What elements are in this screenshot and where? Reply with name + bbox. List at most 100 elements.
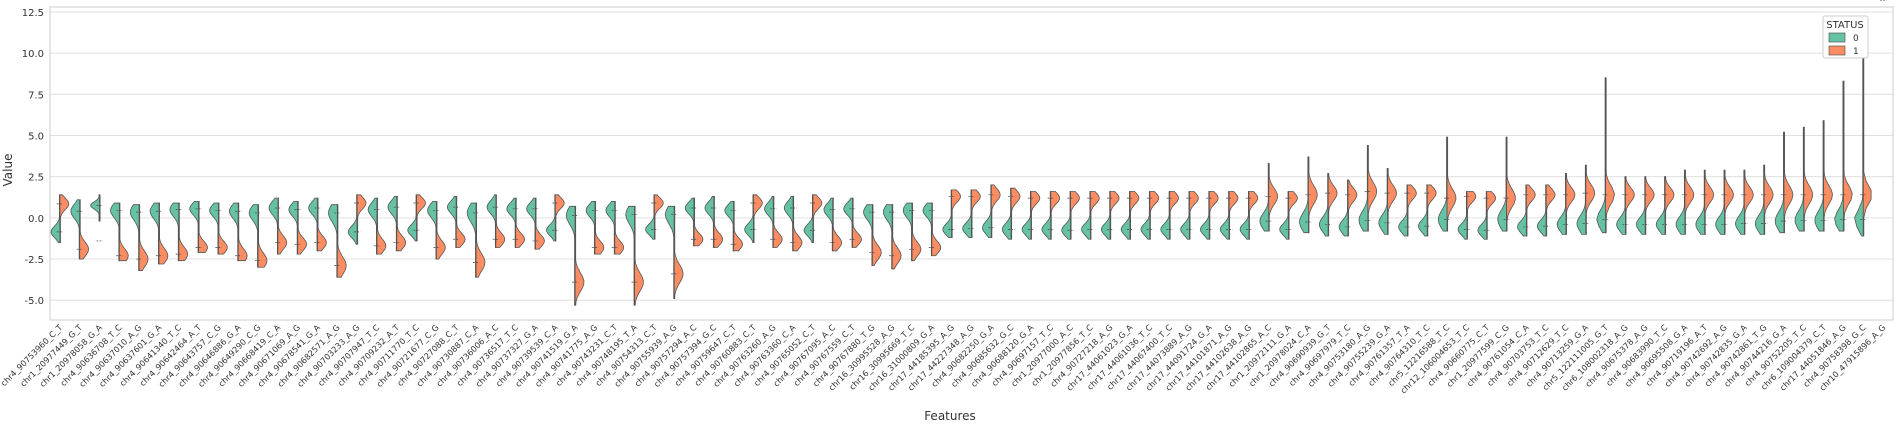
violin-half-status-0 xyxy=(1061,191,1071,240)
violin-half-status-1 xyxy=(158,202,169,265)
violin-half-status-0 xyxy=(546,194,556,242)
violin-half-status-1 xyxy=(1248,191,1259,240)
violin-half-status-1 xyxy=(832,197,843,252)
violin-half-status-0 xyxy=(803,194,814,243)
violin-half-status-0 xyxy=(1794,126,1805,232)
violin-half-status-1 xyxy=(1169,191,1179,240)
violin-half-status-0 xyxy=(645,194,655,240)
violin-half-status-0 xyxy=(1299,156,1309,234)
violin-half-status-1 xyxy=(1545,184,1556,237)
violin-half-status-0 xyxy=(1378,168,1389,235)
violin-half-status-0 xyxy=(1219,191,1230,240)
violin-half-status-1 xyxy=(971,189,981,239)
violin-half-status-0 xyxy=(704,196,715,248)
violin-half-status-1 xyxy=(634,205,644,306)
violin-half-status-0 xyxy=(982,184,992,239)
violin-half-status-0 xyxy=(1100,191,1111,240)
violin-half-status-1 xyxy=(872,204,882,267)
violin-half-status-1 xyxy=(554,194,565,242)
y-tick-label: 10.0 xyxy=(22,49,44,60)
violin-half-status-0 xyxy=(110,202,120,262)
violin-half-status-1 xyxy=(1090,191,1100,240)
violin-half-status-1 xyxy=(356,194,367,245)
violin-half-status-1 xyxy=(336,204,347,278)
violin-half-status-0 xyxy=(1715,169,1725,235)
violin-half-status-1 xyxy=(1525,184,1536,237)
violin-half-status-0 xyxy=(288,200,299,255)
violin-half-status-0 xyxy=(1160,191,1171,240)
violin-half-status-0 xyxy=(466,202,477,278)
violin-half-status-1 xyxy=(1010,187,1021,240)
violin-half-status-1 xyxy=(1565,172,1576,235)
violin-half-status-1 xyxy=(1030,191,1041,240)
violin-half-status-1 xyxy=(733,200,744,252)
violin-half-status-1 xyxy=(574,205,585,306)
violin-half-status-0 xyxy=(1477,191,1488,240)
violin-half-status-1 xyxy=(99,194,101,222)
violin-half-status-0 xyxy=(229,202,239,262)
violin-half-status-1 xyxy=(1486,191,1497,240)
violin-half-status-1 xyxy=(792,196,803,252)
violin-half-status-1 xyxy=(1129,191,1140,240)
violin-half-status-1 xyxy=(79,199,90,260)
violin-half-status-0 xyxy=(1814,120,1825,232)
violin-half-status-1 xyxy=(911,202,922,262)
violin-half-status-0 xyxy=(823,197,834,252)
violin-half-status-1 xyxy=(1743,169,1754,235)
violin-half-status-1 xyxy=(118,202,129,262)
violin-half-status-1 xyxy=(1843,80,1853,232)
violin-half-status-1 xyxy=(1506,136,1516,232)
violin-half-status-0 xyxy=(1635,176,1646,235)
violin-half-status-0 xyxy=(90,194,100,222)
violin-half-status-0 xyxy=(1001,187,1012,240)
violin-half-status-0 xyxy=(1437,136,1448,232)
violin-half-status-1 xyxy=(1387,168,1397,235)
violin-half-status-1 xyxy=(1704,169,1715,235)
violin-half-status-1 xyxy=(1446,136,1457,232)
violin-half-status-0 xyxy=(1140,191,1151,240)
violin-half-status-1 xyxy=(475,202,486,278)
violin-half-status-0 xyxy=(1398,184,1408,237)
y-tick-label: 2.5 xyxy=(28,173,44,184)
violin-half-status-0 xyxy=(962,189,972,239)
violin-half-status-1 xyxy=(1149,191,1160,240)
violin-half-status-1 xyxy=(772,196,783,248)
violin-half-status-1 xyxy=(1268,163,1279,232)
y-tick-label: 12.5 xyxy=(22,8,44,19)
violin-half-status-0 xyxy=(209,202,219,255)
violin-half-status-0 xyxy=(1338,179,1349,237)
violin-half-status-1 xyxy=(1466,191,1477,240)
violin-half-status-0 xyxy=(486,194,497,248)
violin-half-status-0 xyxy=(1180,191,1190,240)
tick-labels: -5.0-2.50.02.55.07.510.012.5chr4_9075396… xyxy=(0,8,1888,395)
violin-half-status-1 xyxy=(654,194,664,240)
violin-half-status-0 xyxy=(149,202,160,265)
violin-half-status-1 xyxy=(713,196,724,248)
legend-swatch-0 xyxy=(1828,32,1846,43)
violin-half-status-0 xyxy=(248,204,259,268)
violin-half-status-0 xyxy=(1120,191,1131,240)
violin-half-status-1 xyxy=(138,204,149,271)
violin-half-status-1 xyxy=(1664,176,1675,235)
violin-half-status-1 xyxy=(1426,184,1437,237)
violin-half-status-0 xyxy=(526,197,536,250)
violin-half-status-1 xyxy=(436,200,446,260)
violin-half-status-0 xyxy=(70,199,81,260)
violin-half-status-0 xyxy=(1754,164,1765,235)
violin-half-status-1 xyxy=(1070,191,1080,240)
violin-half-status-0 xyxy=(427,200,437,260)
violin-half-status-0 xyxy=(506,197,517,248)
violin-half-status-1 xyxy=(753,194,763,243)
violin-half-status-0 xyxy=(684,197,695,247)
violin-half-status-1 xyxy=(1724,169,1734,235)
violin-half-status-1 xyxy=(951,189,961,239)
violin-half-status-1 xyxy=(178,202,189,262)
violin-half-status-1 xyxy=(1189,191,1199,240)
violin-half-status-0 xyxy=(863,204,873,267)
violin-half-status-1 xyxy=(59,194,70,243)
violin-half-status-1 xyxy=(594,200,605,255)
violin-half-status-0 xyxy=(585,200,596,255)
violin-half-status-0 xyxy=(1695,169,1706,235)
violin-half-status-0 xyxy=(1259,163,1270,232)
violin-half-status-1 xyxy=(1823,120,1833,232)
